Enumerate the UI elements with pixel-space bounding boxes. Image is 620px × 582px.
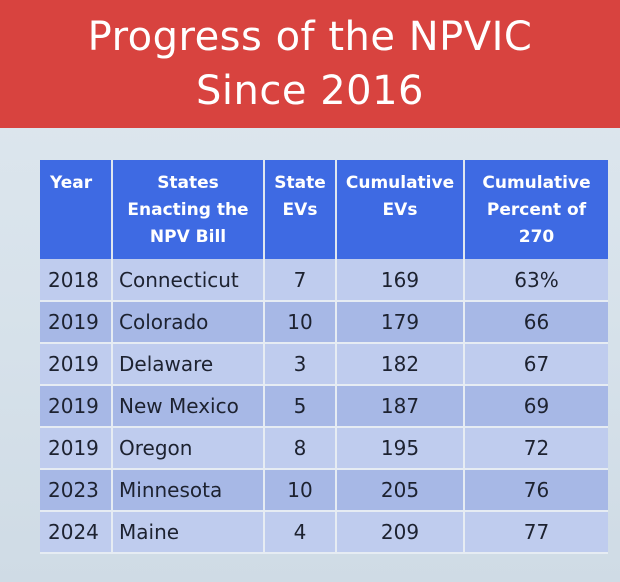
cell-cumulative-evs: 169: [336, 259, 465, 302]
title-line-2: Since 2016: [196, 68, 424, 114]
header-row: Year States Enacting the NPV Bill State …: [40, 160, 608, 259]
cell-cumulative-percent: 63%: [464, 259, 608, 302]
cell-year: 2018: [40, 259, 113, 302]
cell-cumulative-percent: 77: [464, 511, 608, 554]
cell-state: Oregon: [112, 427, 265, 470]
title-banner: Progress of the NPVIC Since 2016: [0, 0, 620, 128]
cell-cumulative-percent: 72: [464, 427, 608, 470]
cell-cumulative-evs: 209: [336, 511, 465, 554]
cell-state: Delaware: [112, 343, 265, 386]
header-state-evs: State EVs: [264, 160, 337, 259]
cell-cumulative-evs: 195: [336, 427, 465, 470]
header-cumulative-evs-line-2: EVs: [382, 200, 418, 220]
cell-year: 2024: [40, 511, 113, 554]
header-year: Year: [40, 160, 113, 259]
cell-cumulative-percent: 67: [464, 343, 608, 386]
cell-state-evs: 5: [264, 385, 337, 428]
header-cumulative-percent-line-2: Percent of: [486, 200, 587, 220]
cell-state: Maine: [112, 511, 265, 554]
cell-year: 2019: [40, 343, 113, 386]
header-state-evs-line-1: State: [274, 173, 326, 193]
cell-state-evs: 7: [264, 259, 337, 302]
cell-state: Colorado: [112, 301, 265, 344]
cell-cumulative-percent: 76: [464, 469, 608, 512]
table-row: 2023 Minnesota 10 205 76: [40, 469, 608, 512]
table-body: 2018 Connecticut 7 169 63% 2019 Colorado…: [40, 259, 608, 554]
header-states-line-3: NPV Bill: [149, 227, 227, 247]
title-line-1: Progress of the NPVIC: [87, 14, 533, 60]
cell-year: 2019: [40, 427, 113, 470]
cell-cumulative-evs: 187: [336, 385, 465, 428]
header-states: States Enacting the NPV Bill: [112, 160, 265, 259]
header-cumulative-percent-line-3: 270: [518, 227, 555, 247]
table-row: 2018 Connecticut 7 169 63%: [40, 259, 608, 302]
cell-state: Connecticut: [112, 259, 265, 302]
header-state-evs-line-2: EVs: [282, 200, 318, 220]
table-row: 2019 New Mexico 5 187 69: [40, 385, 608, 428]
header-cumulative-evs: Cumulative EVs: [336, 160, 465, 259]
header-year-line: Year: [50, 173, 93, 193]
cell-state: New Mexico: [112, 385, 265, 428]
cell-cumulative-percent: 69: [464, 385, 608, 428]
cell-cumulative-evs: 182: [336, 343, 465, 386]
cell-state-evs: 10: [264, 301, 337, 344]
cell-year: 2019: [40, 301, 113, 344]
cell-cumulative-evs: 205: [336, 469, 465, 512]
cell-state-evs: 4: [264, 511, 337, 554]
cell-state-evs: 3: [264, 343, 337, 386]
table-row: 2019 Oregon 8 195 72: [40, 427, 608, 470]
npvic-progress-table-wrapper: Year States Enacting the NPV Bill State …: [40, 160, 608, 554]
cell-state-evs: 10: [264, 469, 337, 512]
header-states-line-1: States: [157, 173, 219, 193]
table-row: 2019 Colorado 10 179 66: [40, 301, 608, 344]
table-row: 2019 Delaware 3 182 67: [40, 343, 608, 386]
cell-year: 2023: [40, 469, 113, 512]
table-header: Year States Enacting the NPV Bill State …: [40, 160, 608, 259]
cell-state-evs: 8: [264, 427, 337, 470]
header-states-line-2: Enacting the: [127, 200, 249, 220]
header-cumulative-evs-line-1: Cumulative: [345, 173, 455, 193]
table-row: 2024 Maine 4 209 77: [40, 511, 608, 554]
cell-cumulative-evs: 179: [336, 301, 465, 344]
header-cumulative-percent: Cumulative Percent of 270: [464, 160, 608, 259]
cell-year: 2019: [40, 385, 113, 428]
cell-state: Minnesota: [112, 469, 265, 512]
header-cumulative-percent-line-1: Cumulative: [482, 173, 591, 193]
npvic-progress-table: Year States Enacting the NPV Bill State …: [40, 160, 608, 554]
cell-cumulative-percent: 66: [464, 301, 608, 344]
